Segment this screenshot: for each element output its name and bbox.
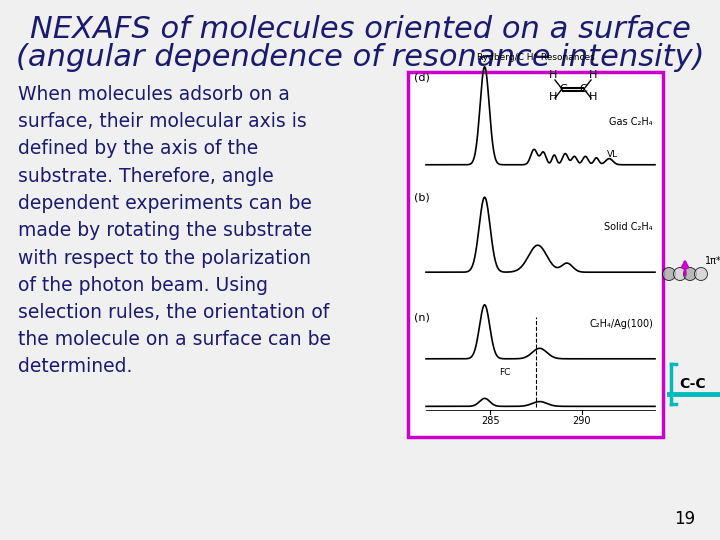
Ellipse shape (683, 267, 696, 280)
Text: 285: 285 (481, 416, 500, 426)
Text: C: C (559, 84, 567, 94)
Text: C₂H₄/Ag(100): C₂H₄/Ag(100) (589, 319, 653, 329)
FancyBboxPatch shape (408, 72, 663, 437)
Text: Solid C₂H₄: Solid C₂H₄ (604, 222, 653, 232)
Text: H: H (589, 70, 597, 80)
Ellipse shape (695, 267, 708, 280)
Ellipse shape (673, 267, 686, 280)
Text: VL: VL (607, 150, 618, 159)
Text: Rydberg/C H* Resonances: Rydberg/C H* Resonances (477, 53, 595, 62)
Text: (n): (n) (414, 312, 430, 322)
Text: 19: 19 (674, 510, 695, 528)
Text: H: H (549, 92, 557, 102)
Text: H: H (589, 92, 597, 102)
Text: C: C (579, 84, 587, 94)
Text: (d): (d) (414, 72, 430, 82)
Ellipse shape (662, 267, 675, 280)
Text: (angular dependence of resonance intensity): (angular dependence of resonance intensi… (16, 44, 704, 72)
Text: Gas C₂H₄: Gas C₂H₄ (609, 117, 653, 127)
Text: When molecules adsorb on a
surface, their molecular axis is
defined by the axis : When molecules adsorb on a surface, thei… (18, 85, 331, 376)
Text: 1π*ᵍ: 1π*ᵍ (705, 256, 720, 266)
Text: H: H (549, 70, 557, 80)
Text: FC: FC (499, 368, 510, 377)
Text: NEXAFS of molecules oriented on a surface: NEXAFS of molecules oriented on a surfac… (30, 16, 690, 44)
Text: 290: 290 (572, 416, 591, 426)
Text: (b): (b) (414, 192, 430, 202)
Text: C-C: C-C (679, 377, 706, 391)
